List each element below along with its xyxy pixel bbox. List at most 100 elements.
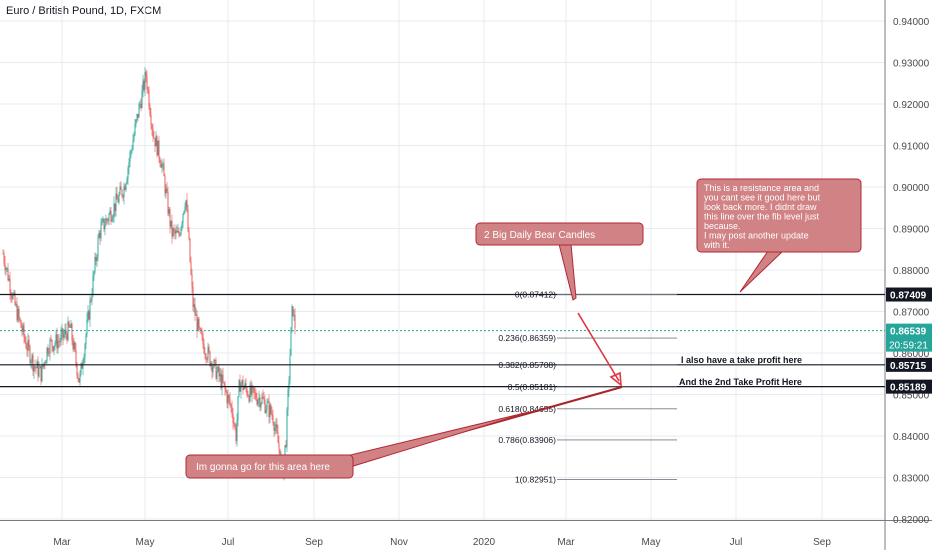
candle-body	[59, 341, 61, 343]
y-tick-label: 0.88000	[893, 266, 930, 277]
fib-level-label: 0.236(0.86359)	[498, 333, 556, 343]
candle-body	[83, 357, 85, 364]
candle-body	[42, 364, 44, 367]
candle-body	[127, 167, 129, 179]
candle-body	[52, 345, 54, 351]
candle-body	[202, 334, 204, 344]
candle-body	[287, 389, 289, 410]
candle-body	[192, 286, 194, 308]
candle-body	[21, 327, 23, 332]
candle-body	[165, 188, 167, 194]
candle-body	[138, 104, 140, 118]
x-tick-label: Sep	[305, 537, 323, 548]
candle-body	[31, 355, 33, 363]
candle-body	[220, 373, 222, 389]
candle-body	[261, 396, 263, 404]
candle-body	[174, 230, 176, 234]
candle-body	[207, 346, 209, 360]
callout-bear-candles	[475, 222, 644, 246]
candle-body	[257, 400, 259, 405]
candle-body	[101, 221, 103, 225]
y-tick-label: 0.82000	[893, 515, 930, 526]
candle-body	[107, 219, 109, 221]
candle-body	[39, 366, 41, 369]
candle-body	[163, 163, 165, 177]
candle-body	[177, 231, 179, 233]
y-tick-label: 0.91000	[893, 142, 930, 153]
x-tick-label: Sep	[813, 537, 831, 548]
candle-body	[125, 183, 127, 190]
candle-body	[198, 318, 200, 328]
take-profit-note-1: I also have a take profit here	[681, 355, 802, 365]
candle-body	[19, 317, 21, 321]
candle-body	[244, 383, 246, 388]
candle-body	[157, 140, 159, 156]
candle-body	[89, 299, 91, 320]
candle-body	[268, 401, 270, 418]
candle-body	[15, 303, 17, 305]
candle-body	[284, 444, 286, 460]
candle-body	[41, 364, 43, 382]
candle-body	[230, 404, 232, 407]
candle-body	[135, 119, 137, 125]
y-tick-label: 0.83000	[893, 474, 930, 485]
candle-body	[218, 366, 220, 377]
candle-body	[256, 399, 258, 405]
candle-body	[106, 218, 108, 220]
arrow-shaft	[577, 312, 620, 382]
candle-body	[272, 415, 274, 424]
candle-body	[265, 409, 267, 413]
candle-body	[12, 294, 14, 299]
candle-body	[158, 140, 160, 159]
candle-body	[56, 334, 58, 349]
candle-body	[129, 152, 131, 162]
candle-body	[7, 268, 9, 281]
candle-body	[100, 224, 102, 239]
candle-body	[233, 422, 235, 425]
candle-body	[214, 359, 216, 361]
candle-body	[166, 188, 168, 192]
candle-body	[162, 163, 164, 165]
callout-text: Im gonna go for this area here	[196, 462, 330, 473]
candle-body	[290, 327, 292, 356]
candle-body	[173, 228, 175, 231]
candle-body	[271, 413, 273, 416]
candle-body	[90, 299, 92, 301]
candle-body	[212, 367, 214, 373]
candle-body	[155, 136, 157, 147]
candle-body	[183, 211, 185, 214]
candle-body	[213, 359, 215, 368]
candle-body	[153, 137, 155, 139]
candle-body	[94, 257, 96, 272]
candle-body	[47, 347, 49, 354]
candle-body	[109, 210, 111, 215]
y-tick-label: 0.92000	[893, 100, 930, 111]
candle-body	[74, 342, 76, 350]
y-tick-label: 0.86000	[893, 349, 930, 360]
candle-body	[291, 306, 293, 328]
candle-body	[53, 346, 55, 351]
candle-body	[168, 209, 170, 214]
candle-body	[196, 314, 198, 331]
candle-body	[40, 366, 42, 382]
candle-body	[6, 268, 8, 269]
x-tick-label: 2020	[473, 537, 496, 548]
candle-body	[23, 325, 25, 338]
candle-body	[178, 231, 180, 235]
candle-body	[255, 392, 257, 400]
candle-body	[73, 342, 75, 350]
callout-text: look back more. I didnt draw	[704, 202, 817, 212]
candle-body	[219, 373, 221, 377]
candle-body	[3, 253, 5, 263]
callout-text: because.	[704, 221, 741, 231]
fib-level-label: 0.5(0.85181)	[508, 382, 556, 392]
candle-body	[120, 186, 122, 190]
candle-body	[132, 140, 134, 150]
fib-level-label: 0.382(0.85708)	[498, 360, 556, 370]
candle-body	[32, 355, 34, 372]
candle-body	[180, 227, 182, 236]
candle-body	[84, 344, 86, 358]
candle-body	[93, 271, 95, 276]
x-tick-label: May	[642, 537, 661, 548]
